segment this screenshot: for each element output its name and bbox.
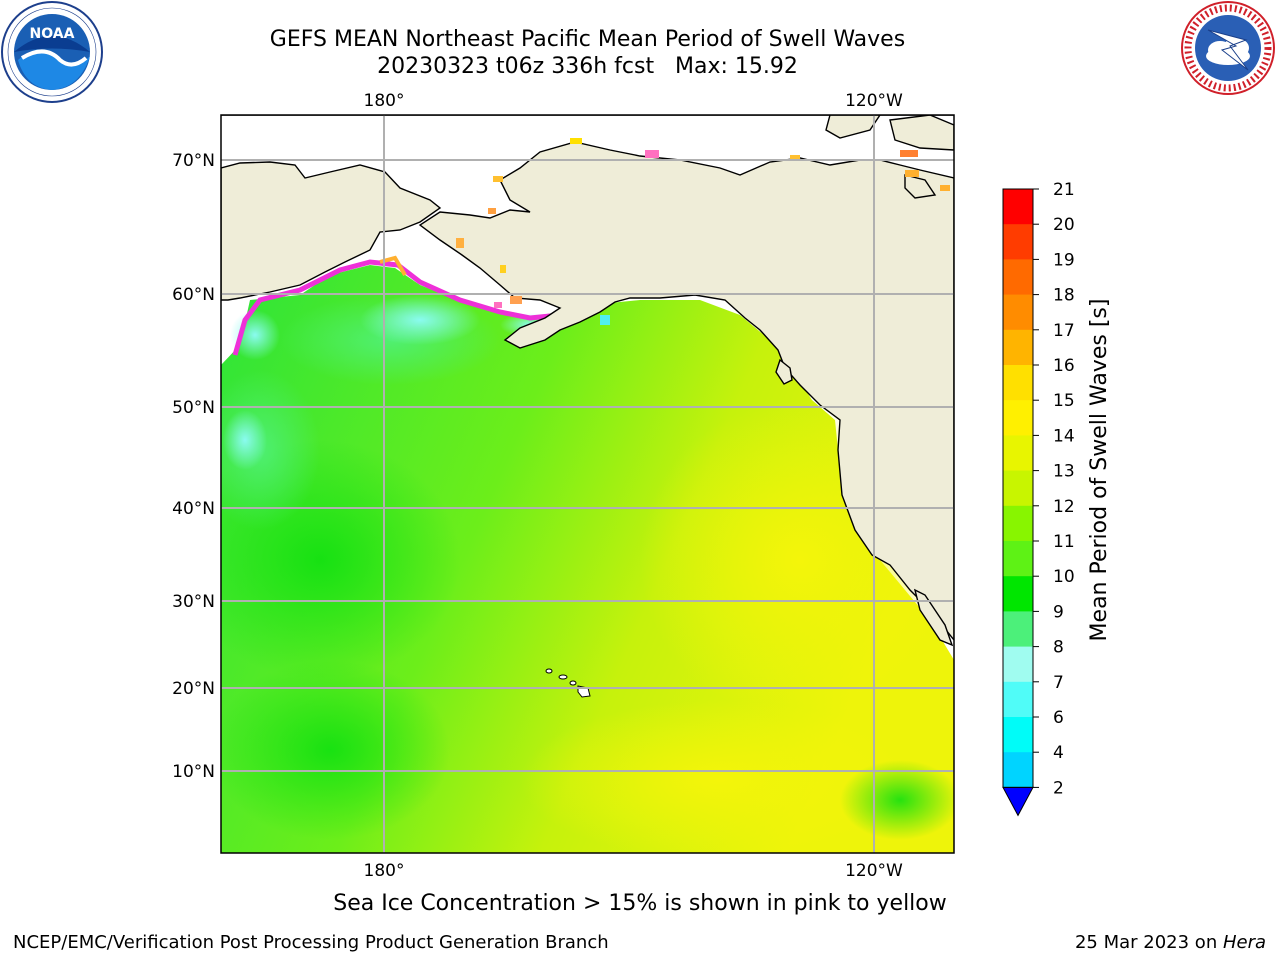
colorbar-tick-label: 2	[1053, 778, 1064, 798]
colorbar-tick-label: 9	[1053, 602, 1064, 622]
colorbar-segment	[1003, 505, 1033, 542]
colorbar-segment	[1003, 646, 1033, 683]
lat-label-70n: 70°N	[172, 151, 215, 171]
lat-label-40n: 40°N	[172, 499, 215, 519]
map-frame	[220, 114, 955, 854]
noaa-logo-text: NOAA	[30, 26, 75, 42]
colorbar-tick-label: 10	[1053, 567, 1075, 587]
colorbar-frame	[1002, 188, 1034, 788]
footer-date: 25 Mar 2023 on Hera	[1075, 932, 1266, 954]
colorbar-tick-label: 18	[1053, 286, 1075, 306]
colorbar-segment	[1003, 259, 1033, 296]
colorbar-tick-label: 6	[1053, 708, 1064, 728]
map-area	[221, 115, 954, 853]
colorbar-segment	[1003, 435, 1033, 472]
colorbar-segment	[1003, 294, 1033, 331]
colorbar-segment	[1003, 470, 1033, 507]
gridlines	[221, 115, 954, 853]
colorbar-tick-label: 14	[1053, 426, 1075, 446]
colorbar-segment	[1003, 611, 1033, 648]
colorbar-segment	[1003, 329, 1033, 366]
colorbar-segment	[1003, 400, 1033, 436]
sea-ice-note: Sea Ice Concentration > 15% is shown in …	[0, 891, 1280, 917]
land-masses	[221, 115, 954, 647]
nws-logo	[1181, 1, 1275, 95]
lat-label-30n: 30°N	[172, 592, 215, 612]
colorbar-tick-label: 15	[1053, 391, 1075, 411]
colorbar-tick-label: 8	[1053, 638, 1064, 658]
colorbar-segment	[1003, 541, 1033, 577]
footer-date-text: 25 Mar 2023 on	[1074, 932, 1223, 953]
colorbar: 21 20 19 18 17 16 15 14 13 12 11 10 9 8 7 6 4 2	[1002, 180, 1075, 817]
colorbar-tick-label: 17	[1053, 321, 1075, 341]
colorbar-segment	[1003, 189, 1033, 225]
colorbar-tick-label: 7	[1053, 673, 1064, 693]
sea-ice-markers	[456, 138, 950, 325]
colorbar-segment	[1003, 576, 1033, 612]
footer-machine: Hera	[1222, 932, 1266, 953]
colorbar-segment	[1003, 365, 1033, 401]
lon-label-top-180: 180°	[364, 91, 405, 111]
colorbar-tick-label: 12	[1053, 497, 1075, 517]
colorbar-tick-label: 13	[1053, 462, 1075, 482]
colorbar-extend-triangle	[1002, 786, 1034, 817]
colorbar-tick-label: 16	[1053, 356, 1075, 376]
map-subtitle: 20230323 t06z 336h fcst Max: 15.92	[377, 54, 798, 79]
footer-credit: NCEP/EMC/Verification Post Processing Pr…	[13, 932, 609, 953]
lon-label-top-120w: 120°W	[845, 91, 903, 111]
lon-label-bottom-120w: 120°W	[845, 861, 903, 881]
colorbar-tick-label: 4	[1053, 743, 1064, 763]
colorbar-segment	[1003, 717, 1033, 753]
colorbar-segment	[1003, 752, 1033, 788]
sea-ice-note-text: Sea Ice Concentration > 15% is shown in …	[333, 891, 947, 916]
lat-label-10n: 10°N	[172, 762, 215, 782]
noaa-logo: NOAA	[1, 1, 103, 103]
map-title: GEFS MEAN Northeast Pacific Mean Period …	[269, 27, 906, 52]
lat-label-60n: 60°N	[172, 285, 215, 305]
colorbar-tick-label: 11	[1053, 532, 1075, 552]
lon-label-bottom-180: 180°	[364, 861, 405, 881]
colorbar-label: Mean Period of Swell Waves [s]	[1087, 299, 1112, 642]
colorbar-segment	[1003, 224, 1033, 260]
colorbar-tick-label: 19	[1053, 250, 1075, 270]
colorbar-tick-label: 20	[1053, 215, 1075, 235]
lat-label-50n: 50°N	[172, 398, 215, 418]
colorbar-tick-label: 21	[1053, 180, 1075, 200]
lat-label-20n: 20°N	[172, 679, 215, 699]
colorbar-segment	[1003, 681, 1033, 718]
